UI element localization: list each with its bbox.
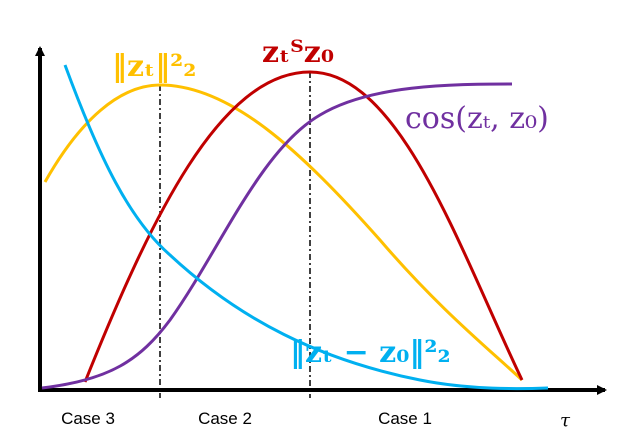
curve-label: ‖zₜ‖²₂: [112, 49, 196, 84]
case-label: Case 1: [378, 409, 432, 428]
dist-curve: [63, 64, 549, 391]
cos-curve: [41, 82, 513, 390]
curve-label: cos(zₜ, z₀): [405, 101, 549, 136]
norm-curve: [43, 83, 524, 382]
curve-label: zₜᵀz₀: [262, 35, 334, 70]
curve-label: ‖zₜ − z₀‖²₂: [290, 335, 451, 370]
case-label: Case 3: [61, 409, 115, 428]
axis-label: τ: [560, 410, 571, 431]
dot-curve: [83, 70, 524, 383]
case-label: Case 2: [198, 409, 252, 428]
